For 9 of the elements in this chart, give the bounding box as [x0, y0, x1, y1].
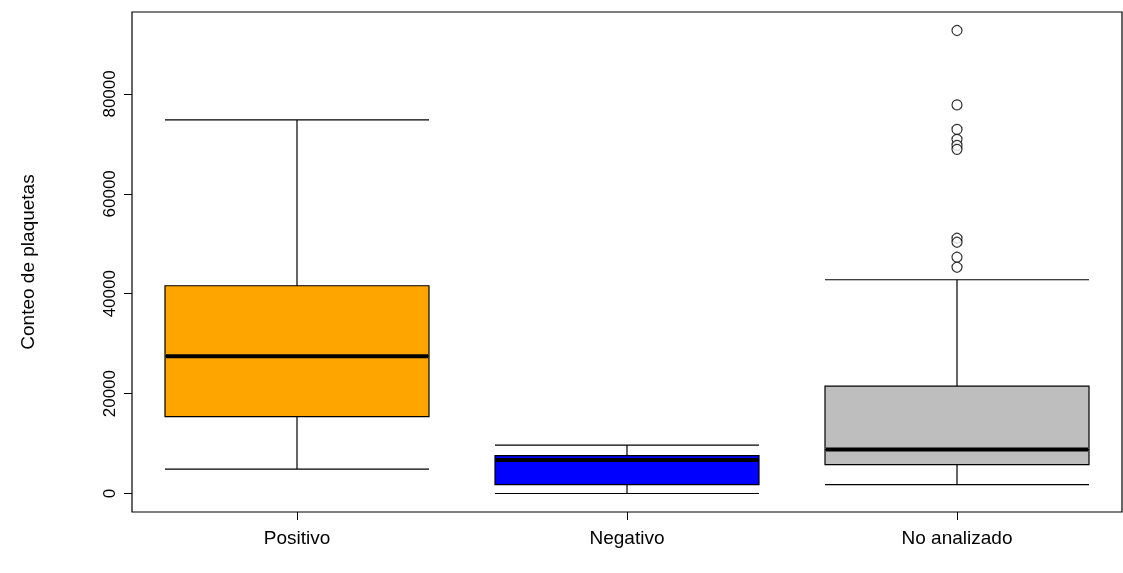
x-tick-label: Negativo [589, 527, 665, 548]
y-tick-label: 60000 [100, 170, 119, 218]
y-tick-label: 40000 [100, 270, 119, 318]
y-axis-title: Conteo de plaquetas [17, 174, 38, 350]
x-tick-label: No analizado [901, 527, 1013, 548]
x-tick-label: Positivo [263, 527, 331, 548]
y-tick-label: 80000 [100, 70, 119, 118]
y-tick-label: 0 [100, 488, 119, 499]
y-tick-label: 20000 [100, 369, 119, 418]
